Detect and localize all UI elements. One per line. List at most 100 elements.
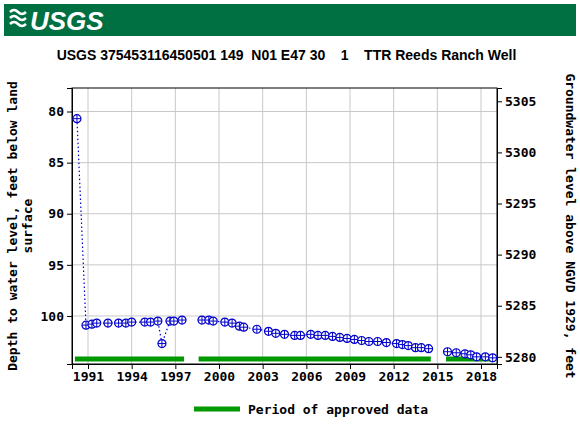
- marker-circle: [128, 318, 136, 326]
- marker-cross: [131, 318, 132, 326]
- marker-cross: [368, 338, 369, 346]
- y2-axis: 5280 5285 5290 5295 5300 5305: [497, 89, 536, 365]
- tick-label: 5305: [505, 94, 536, 109]
- marker-cross: [386, 339, 387, 347]
- tick-label: 5295: [505, 196, 536, 211]
- grid-line-x: [349, 88, 350, 364]
- tick-mark: [67, 316, 72, 317]
- title: USGS 375453116450501 149 N01 E47 30 1 TT…: [57, 47, 517, 63]
- marker-cross: [415, 344, 416, 352]
- logo-wave: [10, 22, 26, 26]
- marker-cross: [125, 319, 126, 327]
- tick: 2012: [379, 364, 410, 384]
- marker: [209, 317, 217, 325]
- marker-cross: [470, 351, 471, 359]
- y-axis-title-line: Depth to water level, feet below land: [5, 81, 20, 371]
- marker-circle: [73, 115, 81, 123]
- marker: [154, 317, 162, 325]
- tick-label: 1994: [117, 369, 148, 384]
- marker-cross: [150, 318, 151, 326]
- marker-cross: [396, 340, 397, 348]
- marker-cross: [332, 332, 333, 340]
- grid-line-y: [72, 162, 497, 163]
- marker: [170, 317, 178, 325]
- marker: [452, 349, 460, 357]
- marker-cross: [408, 342, 409, 350]
- tick-label: 5285: [505, 298, 536, 313]
- marker: [253, 325, 261, 333]
- marker: [93, 319, 101, 327]
- marker-circle: [209, 317, 217, 325]
- marker-circle: [382, 339, 390, 347]
- marker-cross: [107, 319, 108, 327]
- tick: 5280: [497, 350, 536, 365]
- legend-label: Period of approved data: [248, 402, 428, 417]
- tick-label: 1997: [160, 369, 191, 384]
- marker-cross: [243, 323, 244, 331]
- marker-cross: [339, 333, 340, 341]
- tick: 5295: [497, 196, 536, 211]
- marker-cross: [294, 331, 295, 339]
- tick: 5290: [497, 247, 536, 262]
- marker-circle: [452, 349, 460, 357]
- marker-circle: [93, 319, 101, 327]
- marker-circle: [281, 330, 289, 338]
- marker-cross: [476, 353, 477, 361]
- marker: [374, 338, 382, 346]
- marker-cross: [428, 345, 429, 353]
- marker-cross: [268, 327, 269, 335]
- marker-circle: [253, 325, 261, 333]
- marker: [240, 323, 248, 331]
- tick: 90: [48, 206, 72, 221]
- marker-cross: [256, 325, 257, 333]
- marker: [489, 354, 497, 362]
- marker-cross: [201, 316, 202, 324]
- tick: 1991: [73, 364, 104, 384]
- tick: 2018: [466, 364, 497, 384]
- marker-cross: [284, 330, 285, 338]
- grid-line-x: [437, 88, 438, 364]
- tick-label: 5290: [505, 247, 536, 262]
- marker-cross: [347, 334, 348, 342]
- tick-label: 2006: [291, 369, 322, 384]
- marker: [178, 316, 186, 324]
- tick-mark: [67, 214, 72, 215]
- tick-label: 95: [48, 258, 64, 273]
- plot-frame: [72, 88, 497, 364]
- marker-cross: [317, 331, 318, 339]
- tick-mark: [497, 306, 502, 307]
- tick-mark: [67, 112, 72, 113]
- logo-text: USGS: [30, 6, 104, 36]
- tick: 1997: [160, 364, 191, 384]
- y-axis: 80 85 90 95 100: [41, 89, 73, 365]
- legend-swatch: [194, 407, 240, 412]
- marker-cross: [232, 319, 233, 327]
- tick: 5305: [497, 94, 536, 109]
- marker: [297, 331, 305, 339]
- tick: 85: [48, 155, 72, 170]
- tick: 95: [48, 258, 72, 273]
- marker-circle: [170, 317, 178, 325]
- tick-label: 1991: [73, 369, 104, 384]
- x-axis: 1991199419972000200320062009201220152018: [73, 364, 498, 384]
- tick-label: 2012: [379, 369, 410, 384]
- marker-circle: [272, 329, 280, 337]
- grid-line-x: [393, 88, 394, 364]
- approved-period: [199, 357, 431, 362]
- tick: 1994: [117, 364, 148, 384]
- marker: [104, 319, 112, 327]
- marker-cross: [447, 348, 448, 356]
- marker: [73, 115, 81, 123]
- marker: [281, 330, 289, 338]
- grid-line-y: [72, 111, 497, 112]
- tick: 100: [41, 309, 72, 324]
- tick-label: 2003: [248, 369, 279, 384]
- tick: 5285: [497, 298, 536, 313]
- marker-cross: [118, 319, 119, 327]
- tick-label: 5300: [505, 145, 536, 160]
- marker: [444, 348, 452, 356]
- grid-line-y: [72, 315, 497, 316]
- tick: 2009: [335, 364, 366, 384]
- tick-mark: [497, 204, 502, 205]
- tick-label: 80: [48, 104, 64, 119]
